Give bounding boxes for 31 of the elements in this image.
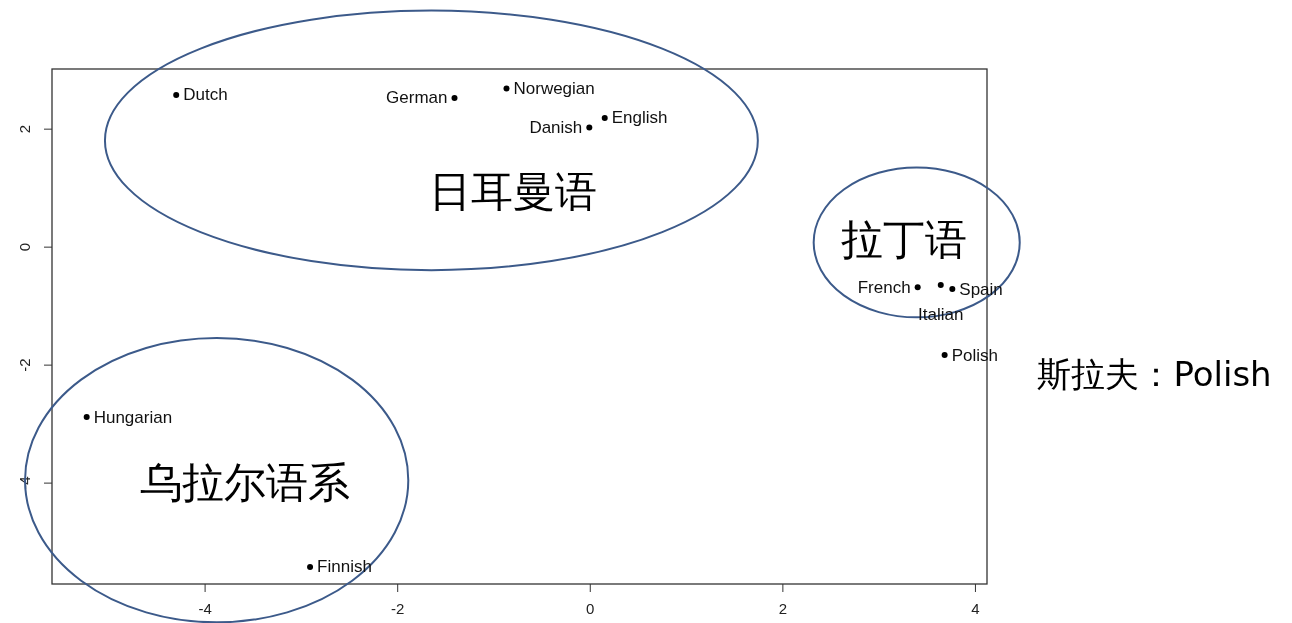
y-tick-label: 0 xyxy=(16,242,33,252)
x-tick-label: 4 xyxy=(971,600,980,617)
data-label: French xyxy=(857,277,911,297)
data-label: English xyxy=(611,108,668,128)
point xyxy=(601,114,608,121)
annotation: 日耳曼语 xyxy=(429,169,598,216)
point xyxy=(949,286,956,293)
point xyxy=(83,414,90,421)
point xyxy=(307,563,314,570)
data-label: Danish xyxy=(529,117,583,137)
data-label: Norwegian xyxy=(513,78,595,98)
y-tick-label: 2 xyxy=(16,125,33,134)
data-label: Finnish xyxy=(317,557,372,577)
x-tick-label: -4 xyxy=(198,600,212,617)
point xyxy=(914,284,921,291)
text: 斯拉夫：Polish xyxy=(1037,353,1272,394)
data-label: Hungarian xyxy=(93,407,173,427)
data-label: Dutch xyxy=(183,85,228,105)
point xyxy=(937,281,944,288)
point xyxy=(451,94,458,101)
data-label: German xyxy=(386,88,448,108)
point xyxy=(941,352,948,359)
x-tick-label: 0 xyxy=(586,600,595,617)
point xyxy=(503,85,510,92)
y-tick-label: -2 xyxy=(16,358,33,372)
point xyxy=(173,91,180,98)
x-tick-label: 2 xyxy=(778,600,788,617)
annotation: 拉丁语 xyxy=(841,217,968,264)
point xyxy=(586,124,593,131)
annotation: 乌拉尔语系 xyxy=(139,460,350,507)
x-tick-label: -2 xyxy=(391,600,405,617)
